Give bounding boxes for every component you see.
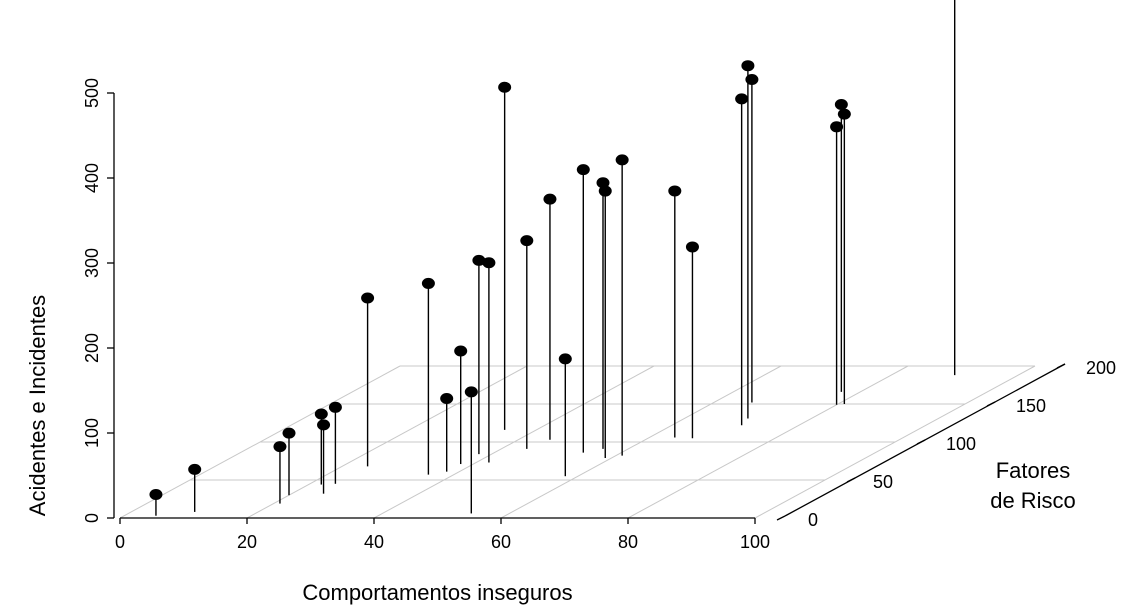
z-tick-label: 300 bbox=[82, 248, 102, 278]
data-point bbox=[520, 235, 534, 247]
z-axis-label: Acidentes e Incidentes bbox=[25, 295, 50, 516]
y-tick-label: 200 bbox=[1086, 358, 1116, 378]
axes bbox=[107, 92, 1066, 524]
z-tick-label: 400 bbox=[82, 163, 102, 193]
data-point bbox=[273, 441, 287, 453]
data-point bbox=[685, 241, 699, 253]
data-point bbox=[421, 277, 435, 289]
y-tick-label: 50 bbox=[873, 472, 893, 492]
z-tick-label: 500 bbox=[82, 78, 102, 108]
data-points bbox=[149, 60, 851, 500]
y-tick bbox=[776, 515, 786, 521]
x-tick-label: 100 bbox=[740, 532, 770, 552]
x-tick-label: 0 bbox=[115, 532, 125, 552]
y-axis-label: Fatores de Risco bbox=[990, 458, 1076, 513]
x-tick-label: 80 bbox=[618, 532, 638, 552]
data-point bbox=[596, 177, 610, 189]
data-point bbox=[837, 108, 851, 120]
data-point bbox=[149, 488, 163, 500]
y-tick bbox=[1056, 363, 1066, 369]
x-tick-label: 20 bbox=[237, 532, 257, 552]
data-point bbox=[440, 393, 454, 405]
y-tick bbox=[916, 439, 926, 445]
data-point bbox=[317, 419, 331, 431]
data-point bbox=[188, 463, 202, 475]
data-point bbox=[482, 257, 496, 269]
data-point bbox=[745, 73, 759, 85]
data-point bbox=[361, 292, 375, 304]
z-tick-label: 100 bbox=[82, 418, 102, 448]
y-tick-label: 100 bbox=[946, 434, 976, 454]
data-point bbox=[558, 353, 572, 365]
drop-lines bbox=[155, 0, 956, 516]
axis-text: 0 20 40 60 80 100 Comportamentos inseguros 0 100… bbox=[25, 78, 1116, 605]
data-point bbox=[498, 81, 512, 93]
data-point bbox=[834, 99, 848, 111]
data-point bbox=[830, 121, 844, 133]
data-point bbox=[454, 345, 468, 357]
data-point bbox=[472, 254, 486, 266]
y-tick bbox=[986, 401, 996, 407]
y-tick-label: 0 bbox=[808, 510, 818, 530]
data-point bbox=[735, 93, 749, 105]
z-tick-label: 200 bbox=[82, 333, 102, 363]
data-point bbox=[464, 386, 478, 398]
floor-grid bbox=[119, 365, 1036, 519]
data-point bbox=[282, 427, 296, 439]
data-point bbox=[668, 185, 682, 197]
z-tick-label: 0 bbox=[82, 513, 102, 523]
data-point bbox=[328, 401, 342, 413]
data-point bbox=[576, 164, 590, 176]
x-tick-label: 60 bbox=[491, 532, 511, 552]
data-point bbox=[314, 408, 328, 420]
y-tick-label: 150 bbox=[1016, 396, 1046, 416]
x-axis-label: Comportamentos inseguros bbox=[302, 580, 572, 605]
data-point bbox=[741, 60, 755, 72]
x-tick-label: 40 bbox=[364, 532, 384, 552]
data-point bbox=[598, 185, 612, 197]
data-point bbox=[543, 193, 557, 205]
data-point bbox=[615, 154, 629, 166]
y-tick bbox=[846, 477, 856, 483]
